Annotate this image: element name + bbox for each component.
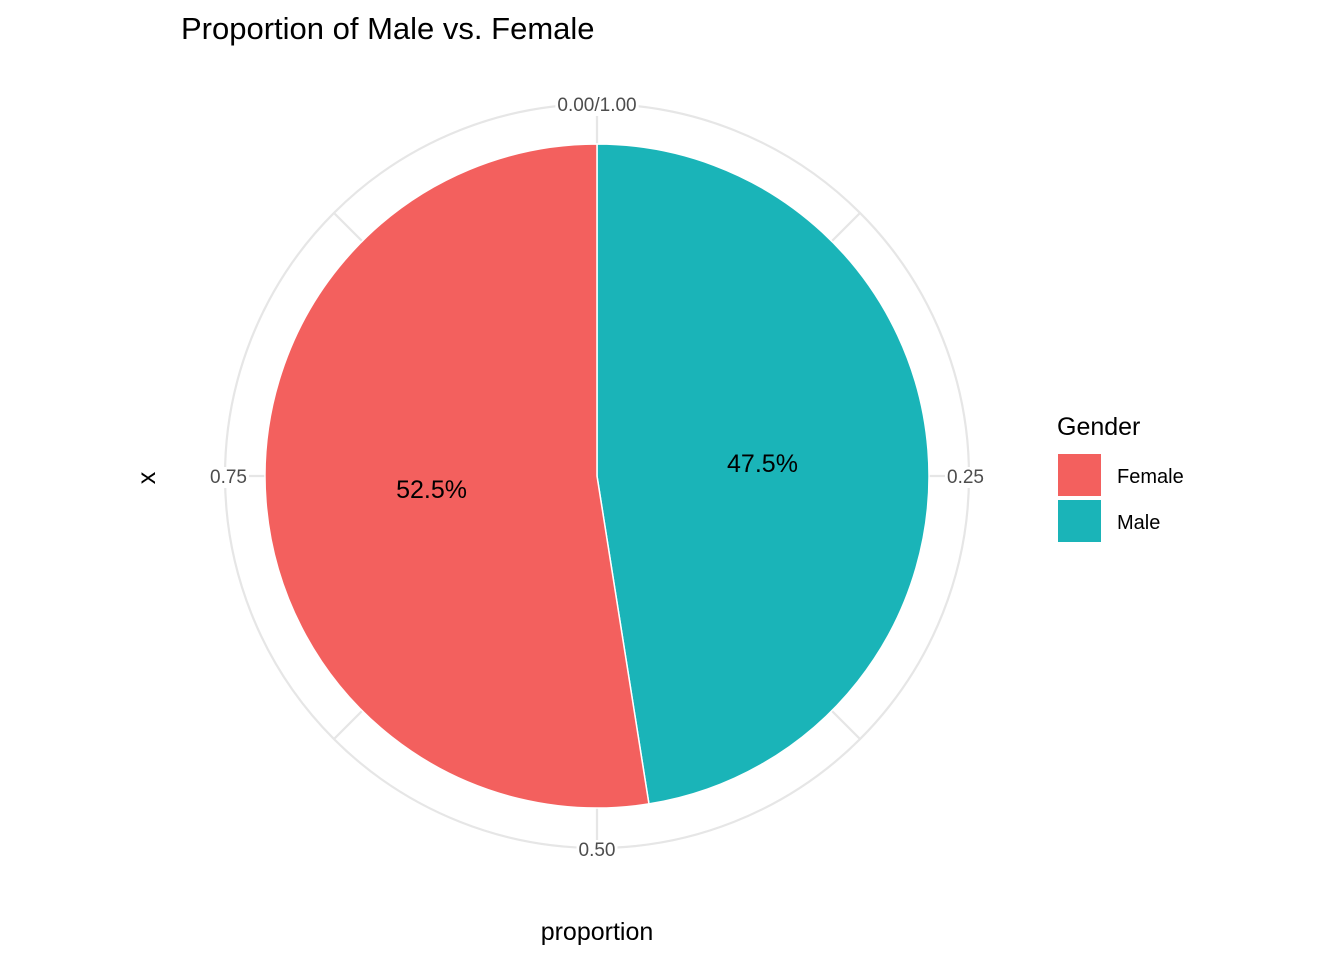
legend-swatch-female (1058, 454, 1101, 496)
slice-label-male: 47.5% (727, 450, 798, 478)
pie-slices (264, 143, 930, 809)
x-axis-title: proportion (541, 918, 654, 946)
chart-title: Proportion of Male vs. Female (181, 11, 595, 46)
theta-tick-labels: 0.00/1.00 0.25 0.50 0.75 (208, 95, 986, 861)
theta-tick-label: 0.00/1.00 (557, 95, 636, 116)
tick-label-background (555, 95, 639, 116)
tick-label-background (945, 467, 986, 488)
pie-slice-male (596, 143, 930, 805)
tick-label-background (208, 467, 249, 488)
slice-label-female: 52.5% (396, 476, 467, 504)
legend-title: Gender (1057, 413, 1140, 441)
tick-label-background (576, 840, 618, 861)
theta-tick-label: 0.75 (210, 467, 247, 488)
legend-label-female: Female (1117, 466, 1184, 488)
legend-items: Female Male (1058, 454, 1184, 542)
y-axis-title: x (133, 471, 161, 484)
legend-swatch-male (1058, 500, 1101, 542)
pie-slice-female (264, 143, 650, 809)
theta-tick-label: 0.50 (579, 840, 616, 861)
theta-tick-label: 0.25 (947, 467, 984, 488)
legend: Gender Female Male (1057, 413, 1184, 542)
slice-labels: 47.5% 52.5% (396, 450, 798, 504)
legend-label-male: Male (1117, 512, 1160, 534)
